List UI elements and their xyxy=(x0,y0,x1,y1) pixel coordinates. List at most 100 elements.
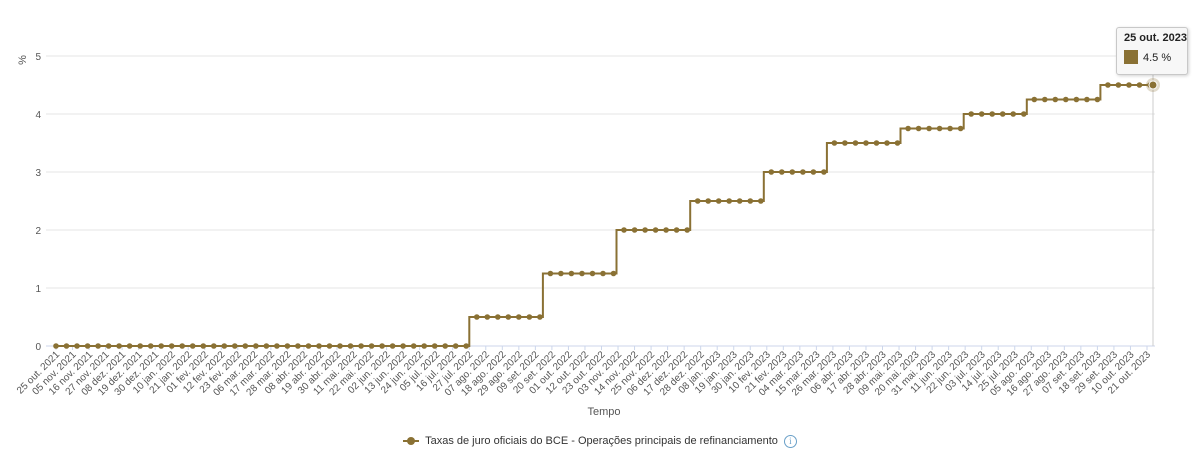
data-point xyxy=(211,343,217,349)
data-point xyxy=(452,343,459,349)
data-point xyxy=(684,227,690,233)
legend-marker-icon xyxy=(403,436,420,446)
tooltip: 25 out. 2023 4.5 % xyxy=(1116,27,1188,75)
data-point xyxy=(1105,82,1111,88)
data-point xyxy=(168,343,175,349)
legend[interactable]: Taxas de juro oficiais do BCE - Operaçõe… xyxy=(0,431,1200,451)
data-point xyxy=(1073,96,1080,103)
data-point xyxy=(652,227,659,233)
data-point xyxy=(610,270,617,277)
data-point xyxy=(642,227,648,233)
data-point xyxy=(1136,82,1143,88)
data-point xyxy=(621,227,627,233)
data-point xyxy=(347,343,354,349)
data-point xyxy=(147,343,154,349)
data-point xyxy=(368,343,375,349)
tooltip-date: 25 out. 2023 xyxy=(1124,32,1187,44)
data-point xyxy=(968,111,974,117)
data-point xyxy=(884,140,890,146)
data-point xyxy=(568,270,575,277)
data-point xyxy=(1042,96,1048,103)
data-point xyxy=(936,125,943,132)
y-tick-label: 4 xyxy=(35,110,41,121)
data-point xyxy=(126,343,133,349)
data-point xyxy=(484,314,491,320)
data-point xyxy=(410,343,417,349)
data-point xyxy=(232,343,238,349)
data-point xyxy=(305,343,312,349)
data-point xyxy=(221,343,228,349)
data-point xyxy=(63,343,70,349)
data-point xyxy=(316,343,322,349)
data-point xyxy=(905,125,911,132)
data-point xyxy=(978,111,985,117)
series-line xyxy=(56,84,1153,347)
data-point xyxy=(431,343,438,349)
data-point xyxy=(1052,96,1059,103)
data-point xyxy=(379,343,385,349)
data-point xyxy=(821,169,827,175)
y-tick-label: 2 xyxy=(35,226,41,237)
data-point xyxy=(842,140,848,146)
data-point xyxy=(200,343,207,349)
data-point xyxy=(999,111,1006,117)
data-point xyxy=(673,227,680,233)
data-point xyxy=(516,314,522,320)
x-axis-label: Tempo xyxy=(587,406,620,418)
hover-point xyxy=(1148,80,1158,90)
data-point xyxy=(1010,111,1016,117)
data-point xyxy=(863,140,869,146)
data-point xyxy=(558,270,564,277)
info-icon[interactable]: i xyxy=(783,434,797,448)
data-point xyxy=(947,125,953,132)
data-point xyxy=(105,343,112,349)
data-point xyxy=(189,343,196,349)
data-point xyxy=(537,314,543,320)
data-point xyxy=(337,343,343,349)
data-point xyxy=(1115,82,1122,88)
data-point xyxy=(1094,96,1101,103)
y-axis-label: % xyxy=(17,55,29,65)
data-point xyxy=(926,125,932,132)
data-point xyxy=(53,343,59,349)
data-point xyxy=(400,343,406,349)
data-point xyxy=(295,343,301,349)
data-point xyxy=(179,343,185,349)
data-point xyxy=(505,314,512,320)
y-axis: 0 1 2 3 4 5 xyxy=(35,52,41,353)
data-point xyxy=(758,198,764,204)
legend-label[interactable]: Taxas de juro oficiais do BCE - Operaçõe… xyxy=(425,435,778,447)
data-point xyxy=(137,343,143,349)
data-point xyxy=(263,343,270,349)
data-point xyxy=(631,227,638,233)
data-point xyxy=(84,343,91,349)
data-point xyxy=(284,343,291,349)
data-point xyxy=(579,270,585,277)
data-point xyxy=(526,314,533,320)
data-point xyxy=(915,125,922,132)
data-point xyxy=(810,169,817,175)
tooltip-swatch xyxy=(1124,50,1138,64)
data-point xyxy=(253,343,259,349)
data-point xyxy=(768,169,775,175)
data-point xyxy=(779,169,785,175)
data-point xyxy=(747,198,754,204)
data-point xyxy=(705,198,711,204)
data-point xyxy=(389,343,396,349)
data-point xyxy=(474,314,480,320)
data-point xyxy=(726,198,732,204)
data-point xyxy=(95,343,101,349)
data-point xyxy=(600,270,606,277)
data-point xyxy=(663,227,669,233)
data-point xyxy=(736,198,743,204)
data-point xyxy=(547,270,554,277)
data-point xyxy=(421,343,428,349)
data-point xyxy=(1063,96,1069,103)
data-point xyxy=(852,140,859,146)
data-point xyxy=(463,343,470,349)
data-point xyxy=(894,140,901,146)
data-point xyxy=(358,343,364,349)
y-tick-label: 1 xyxy=(35,284,41,295)
data-point xyxy=(873,140,880,146)
